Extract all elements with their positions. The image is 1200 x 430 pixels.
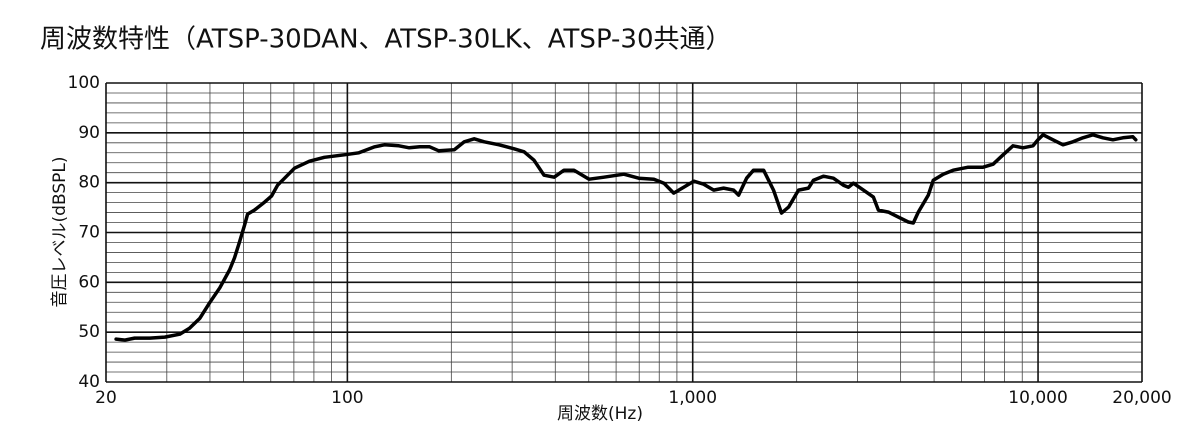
x-tick-label: 20 [95,388,117,408]
x-tick-label: 1,000 [668,388,717,408]
response-line [114,133,1138,342]
x-tick-label: 10,000 [1008,388,1067,408]
y-tick-label: 90 [78,123,100,143]
x-tick-label: 20,000 [1112,388,1171,408]
chart-title: 周波数特性（ATSP-30DAN、ATSP-30LK、ATSP-30共通） [40,25,732,55]
x-tick-label: 100 [331,388,363,408]
y-tick-label: 70 [78,223,100,243]
y-tick-label: 40 [78,372,100,392]
y-tick-label: 100 [68,73,100,93]
y-tick-label: 60 [78,272,100,292]
y-tick-label: 50 [78,322,100,342]
x-axis-label: 周波数(Hz) [557,404,643,424]
y-axis-label: 音圧レベル(dBSPL) [50,157,70,308]
y-tick-label: 80 [78,173,100,193]
